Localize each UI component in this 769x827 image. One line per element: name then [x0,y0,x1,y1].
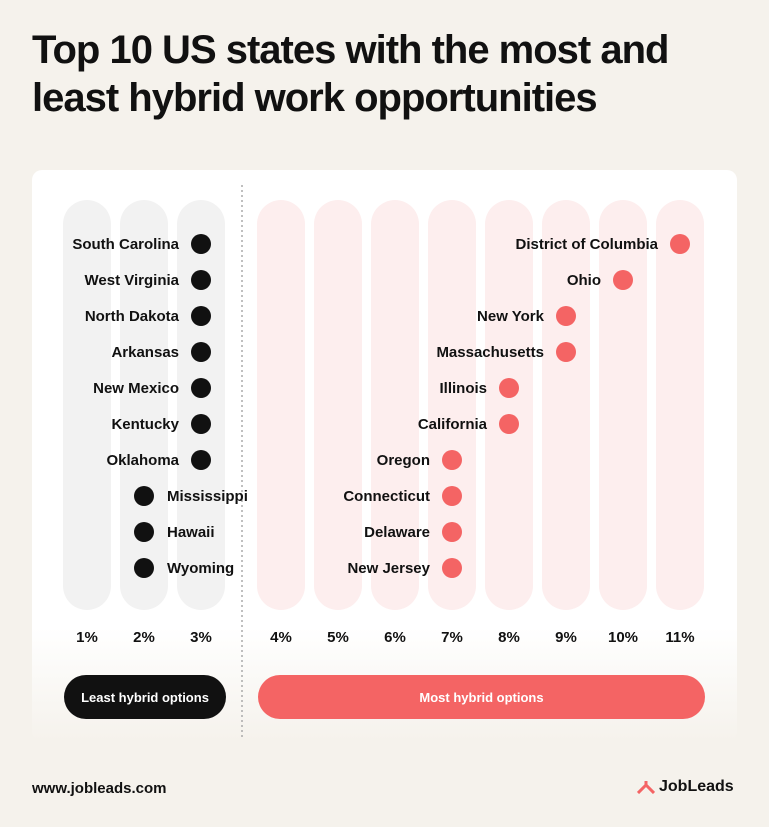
data-point [191,450,211,470]
data-point [670,234,690,254]
column-track [656,200,704,610]
data-point [191,306,211,326]
x-tick-label: 3% [190,629,212,646]
point-label: Oregon [377,452,430,469]
point-label: South Carolina [72,236,179,253]
legend-most-hybrid: Most hybrid options [258,675,705,719]
data-point [613,270,633,290]
column-track [314,200,362,610]
x-tick-label: 5% [327,629,349,646]
column-track [428,200,476,610]
x-tick-label: 7% [441,629,463,646]
x-tick-label: 11% [665,629,694,646]
data-point [191,414,211,434]
data-point [191,234,211,254]
chart-card: 1% 2% 3% 4% 5% 6% 7% 8% 9% 10% 11% South Carolina We… [32,170,737,742]
point-label: Kentucky [111,416,179,433]
data-point [499,414,519,434]
logo-mark-icon [637,781,655,794]
point-label: New Mexico [93,380,179,397]
point-label: Delaware [364,524,430,541]
point-label: Massachusetts [436,344,544,361]
data-point [134,558,154,578]
column-track [177,200,225,610]
dot-chart: 1% 2% 3% 4% 5% 6% 7% 8% 9% 10% 11% South Carolina We… [63,185,704,740]
point-label: California [418,416,488,433]
data-point [191,270,211,290]
data-point [556,306,576,326]
point-label: Wyoming [167,560,234,577]
point-label: Connecticut [343,488,430,505]
x-tick-label: 6% [384,629,406,646]
data-point [442,486,462,506]
point-label: West Virginia [85,272,180,289]
point-label: New York [477,308,545,325]
point-label: Ohio [567,272,601,289]
x-tick-label: 2% [133,629,155,646]
footer-url: www.jobleads.com [32,780,167,797]
data-point [442,450,462,470]
x-tick-label: 9% [555,629,577,646]
data-point [134,522,154,542]
legend-least-hybrid: Least hybrid options [64,675,226,719]
data-point [556,342,576,362]
column-track [371,200,419,610]
column-track [257,200,305,610]
x-tick-label: 4% [270,629,292,646]
column-track [542,200,590,610]
data-point [499,378,519,398]
x-tick-label: 1% [76,629,98,646]
column-track [63,200,111,610]
column-track [120,200,168,610]
page-title: Top 10 US states with the most and least… [32,28,669,120]
x-tick-label: 10% [608,629,638,646]
point-label: North Dakota [85,308,180,325]
logo-text: JobLeads [659,778,734,795]
column-track [485,200,533,610]
data-point [191,378,211,398]
point-label: Mississippi [167,488,248,505]
data-point [134,486,154,506]
data-point [442,522,462,542]
data-point [191,342,211,362]
point-label: Illinois [439,380,487,397]
x-tick-label: 8% [498,629,520,646]
data-point [442,558,462,578]
column-track [599,200,647,610]
point-label: Hawaii [167,524,215,541]
point-label: New Jersey [347,560,430,577]
point-label: Oklahoma [106,452,179,469]
point-label: District of Columbia [515,236,658,253]
point-label: Arkansas [111,344,179,361]
jobleads-logo: JobLeads [637,778,734,796]
